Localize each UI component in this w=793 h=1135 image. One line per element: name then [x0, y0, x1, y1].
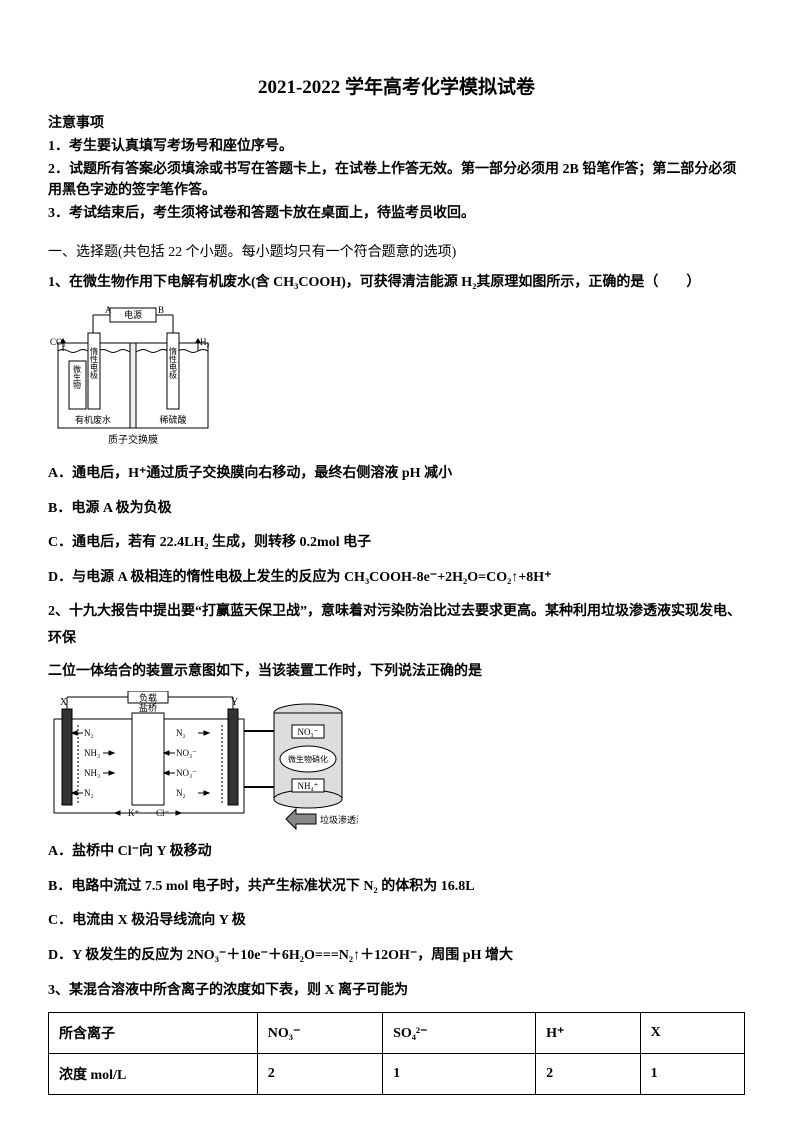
q2-fig-n2-r1: N₂ [176, 728, 186, 738]
q2-option-a: A．盐桥中 Cl⁻向 Y 极移动 [48, 839, 745, 866]
q1-fig-label-right-elec: 惰性电极 [169, 346, 178, 380]
q2-fig-cl: Cl⁻ [156, 808, 170, 818]
q3-th-0: 所含离子 [49, 1013, 258, 1054]
q3-th-4: X [640, 1013, 744, 1054]
table-row: 浓度 mol/L 2 1 2 1 [49, 1054, 745, 1095]
q2-stem-2: 二位一体结合的装置示意图如下，当该装置工作时，下列说法正确的是 [48, 659, 745, 686]
notice-line-1: 1．考生要认真填写考场号和座位序号。 [48, 136, 745, 157]
q3-row-label: 浓度 mol/L [49, 1054, 258, 1095]
exam-page: 2021-2022 学年高考化学模拟试卷 注意事项 1．考生要认真填写考场号和座… [0, 0, 793, 1135]
section-1-heading: 一、选择题(共包括 22 个小题。每小题均只有一个符合题意的选项) [48, 242, 745, 264]
q1-stem: 1、在微生物作用下电解有机废水(含 CH₃COOH)，可获得清洁能源 H₂其原理… [48, 270, 745, 297]
notice-line-3: 3．考试结束后，考生须将试卷和答题卡放在桌面上，待监考员收回。 [48, 203, 745, 224]
q2-fig-k: K⁺ [128, 808, 139, 818]
q3-v-2: 2 [536, 1054, 640, 1095]
q2-fig-n2-r2: N₂ [176, 788, 186, 798]
q3-th-1: NO₃⁻ [257, 1013, 382, 1054]
q2-fig-cyl-nh4: NH₄⁺ [298, 781, 319, 791]
q1-fig-label-waste: 有机废水 [75, 414, 111, 425]
q2-fig-no3-r1: NO₃⁻ [176, 748, 197, 758]
q1-option-d: D．与电源 A 极相连的惰性电极上发生的反应为 CH₃COOH-8e⁻+2H₂O… [48, 565, 745, 592]
q1-fig-label-b: B [158, 305, 164, 315]
q1-fig-label-left-elec: 惰性电极 [90, 346, 99, 380]
q1-option-c: C．通电后，若有 22.4LH₂ 生成，则转移 0.2mol 电子 [48, 530, 745, 557]
q2-fig-leachate: 垃圾渗透液 [320, 814, 358, 825]
q1-fig-label-membrane: 质子交换膜 [108, 433, 158, 446]
q2-fig-label-bridge: 盐桥 [139, 702, 157, 713]
q2-fig-label-load: 负载 [139, 692, 157, 703]
q3-th-3: H⁺ [536, 1013, 640, 1054]
q2-fig-label-y: Y [231, 697, 238, 708]
q3-stem: 3、某混合溶液中所含离子的浓度如下表，则 X 离子可能为 [48, 978, 745, 1005]
q2-fig-nh3-l2: NH₃ [84, 768, 100, 778]
q1-option-a: A．通电后，H⁺通过质子交换膜向右移动，最终右侧溶液 pH 减小 [48, 461, 745, 488]
q1-fig-label-h2: H₂ [200, 337, 210, 347]
q2-fig-cyl-nitr: 微生物硝化 [288, 754, 328, 764]
q3-v-3: 1 [640, 1054, 744, 1095]
notice-heading: 注意事项 [48, 113, 745, 134]
q2-option-c: C．电流由 X 极沿导线流向 Y 极 [48, 908, 745, 935]
notice-line-2: 2．试题所有答案必须填涂或书写在答题卡上，在试卷上作答无效。第一部分必须用 2B… [48, 159, 745, 201]
q2-fig-cyl-no3: NO₃⁻ [298, 727, 319, 737]
page-title: 2021-2022 学年高考化学模拟试卷 [48, 72, 745, 99]
q2-option-d: D．Y 极发生的反应为 2NO₃⁻＋10e⁻＋6H₂O===N₂↑＋12OH⁻，… [48, 943, 745, 970]
q1-fig-label-powersrc: 电源 [124, 309, 142, 320]
q2-fig-n2-l1: N₂ [84, 728, 94, 738]
q1-figure: 电源 A B 微生物 惰性电极 惰性电极 CO₂ H₂ 有机废水 [48, 303, 745, 453]
q3-th-2: SO₄²⁻ [383, 1013, 536, 1054]
notice-block: 注意事项 1．考生要认真填写考场号和座位序号。 2．试题所有答案必须填涂或书写在… [48, 113, 745, 224]
q3-v-0: 2 [257, 1054, 382, 1095]
q2-figure: X Y 负载 盐桥 N₂ NH₃ NH₃ N₂ [48, 691, 745, 831]
q1-fig-label-microbe: 微生物 [73, 364, 82, 390]
q2-fig-no3-r2: NO₃⁻ [176, 768, 197, 778]
q2-fig-nh3-l1: NH₃ [84, 748, 100, 758]
q1-option-b: B．电源 A 极为负极 [48, 496, 745, 523]
q2-fig-n2-l2: N₂ [84, 788, 94, 798]
q2-stem-1: 2、十九大报告中提出要“打赢蓝天保卫战”，意味着对污染防治比过去要求更高。某种利… [48, 599, 745, 652]
q1-fig-label-acid: 稀硫酸 [159, 414, 186, 425]
q3-v-1: 1 [383, 1054, 536, 1095]
q3-table: 所含离子 NO₃⁻ SO₄²⁻ H⁺ X 浓度 mol/L 2 1 2 1 [48, 1012, 745, 1095]
q1-fig-label-a: A [105, 305, 112, 315]
q2-option-b: B．电路中流过 7.5 mol 电子时，共产生标准状况下 N₂ 的体积为 16.… [48, 874, 745, 901]
table-row: 所含离子 NO₃⁻ SO₄²⁻ H⁺ X [49, 1013, 745, 1054]
